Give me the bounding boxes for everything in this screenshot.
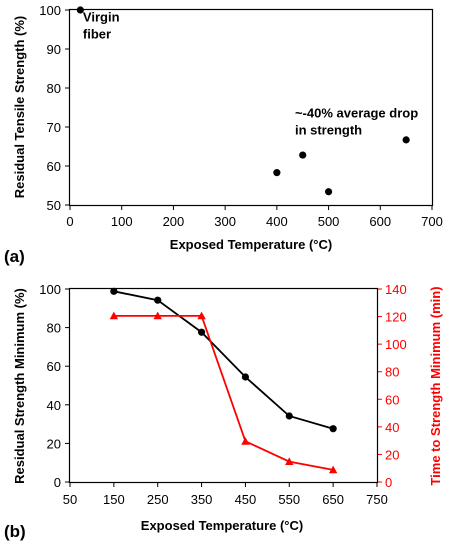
y2-tick-label: 60 — [385, 392, 399, 407]
x-tick-label: 50 — [63, 492, 77, 507]
plot-frame-b — [68, 287, 379, 484]
x-axis-title-a: Exposed Temperature (°C) — [170, 237, 332, 252]
y-axis-title-b: Residual Strength Minimum (%) — [12, 288, 27, 484]
x-tick-label: 0 — [66, 214, 73, 229]
data-point-circle — [285, 412, 293, 420]
data-point-triangle — [153, 311, 162, 320]
data-point-circle — [154, 296, 162, 304]
data-point — [402, 136, 410, 144]
x-tick-label: 100 — [111, 214, 133, 229]
annotation-text: in strength — [295, 122, 362, 137]
x-tick-label: 150 — [103, 492, 125, 507]
chart-b: (b) 50 150 250 350 450 550 650 750 0 20 40 60 80 100 0… — [4, 282, 443, 541]
annotation-text: ~-40% average drop — [295, 105, 418, 120]
series-line-0 — [113, 290, 334, 430]
y2-axis-title-b: Time to Strength Minimum (min) — [428, 286, 443, 485]
y-tick-label: 60 — [47, 359, 61, 374]
y-tick-label: 0 — [54, 475, 61, 490]
data-point-triangle — [285, 457, 294, 465]
data-point-circle — [110, 287, 118, 295]
series-line-1 — [113, 314, 334, 471]
annotation-text: fiber — [83, 27, 111, 42]
y2-tick-label: 100 — [385, 337, 407, 352]
data-point-triangle — [197, 311, 206, 320]
y-tick-label: 50 — [47, 198, 61, 213]
x-tick-label: 450 — [235, 492, 257, 507]
data-point-triangle — [109, 311, 119, 320]
data-point-circle — [197, 328, 206, 336]
x-tick-label: 300 — [214, 214, 236, 229]
x-tick-label: 400 — [266, 214, 288, 229]
data-point-triangle — [241, 437, 250, 445]
chart-a: (a) 0 100 200 300 400 500 600 7005060708090100 … — [4, 3, 443, 266]
data-point — [324, 188, 333, 196]
y2-tick-label: 80 — [385, 365, 399, 380]
y-tick-label: 90 — [47, 42, 61, 57]
data-point-circle — [329, 425, 337, 433]
y-tick-label: 60 — [47, 159, 61, 174]
y-tick-label: 80 — [47, 321, 61, 336]
y2-tick-label: 40 — [385, 420, 399, 435]
y2-tick-label: 20 — [385, 447, 399, 462]
y-tick-label: 100 — [39, 282, 61, 297]
x-tick-label: 600 — [369, 214, 391, 229]
x-tick-label: 250 — [147, 492, 169, 507]
x-axis-title-b: Exposed Temperature (°C) — [141, 518, 303, 533]
x-tick-label: 200 — [163, 214, 185, 229]
data-point-triangle — [328, 465, 338, 474]
panel-label-b: (b) — [4, 522, 26, 541]
y2-tick-label: 120 — [385, 310, 407, 325]
x-tick-label: 750 — [366, 492, 388, 507]
x-tick-label: 350 — [191, 492, 213, 507]
plot-frame-a — [68, 8, 434, 207]
x-tick-label: 650 — [322, 492, 344, 507]
y-tick-label: 80 — [47, 81, 61, 96]
data-point — [299, 151, 307, 159]
y-tick-label: 70 — [47, 120, 61, 135]
x-tick-label: 700 — [421, 214, 443, 229]
y-tick-label: 40 — [47, 398, 61, 413]
y-tick-label: 100 — [39, 3, 61, 18]
data-point — [273, 169, 281, 177]
y-tick-label: 20 — [47, 436, 61, 451]
x-tick-label: 500 — [318, 214, 340, 229]
y2-tick-label: 0 — [385, 475, 392, 490]
data-point-circle — [241, 373, 250, 381]
y-axis-title-a: Residual Tensile Strength (%) — [12, 16, 27, 199]
x-tick-label: 550 — [278, 492, 300, 507]
y2-tick-label: 140 — [385, 282, 407, 297]
panel-label-a: (a) — [4, 247, 25, 266]
annotation-text: Virgin — [83, 10, 120, 25]
